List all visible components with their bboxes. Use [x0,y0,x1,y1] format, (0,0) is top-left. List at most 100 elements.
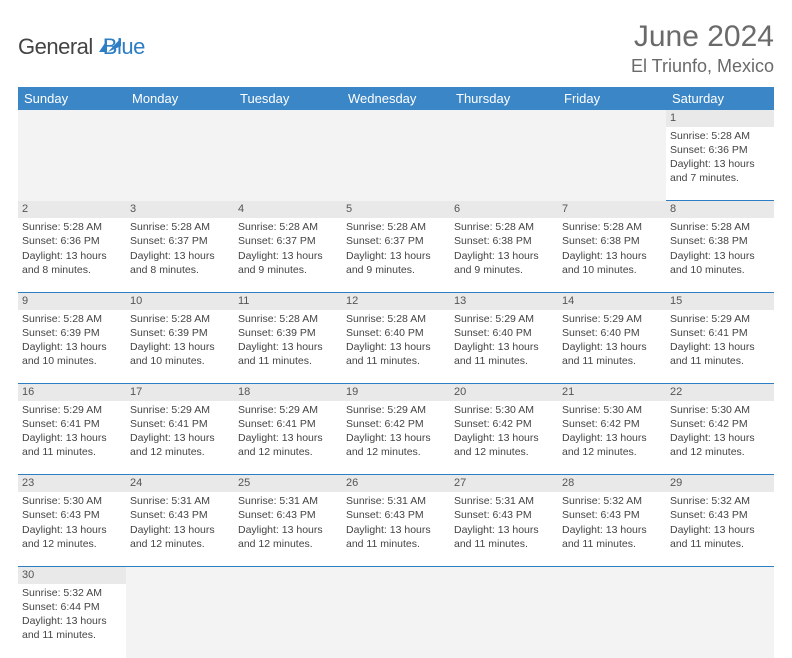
sunrise-text: Sunrise: 5:29 AM [454,312,554,326]
sunset-text: Sunset: 6:38 PM [454,234,554,248]
page-title: June 2024 [631,20,774,54]
sunset-text: Sunset: 6:43 PM [22,508,122,522]
sunrise-text: Sunrise: 5:31 AM [454,494,554,508]
day-number-cell: 20 [450,384,558,401]
day-number-cell: 27 [450,475,558,492]
sunrise-text: Sunrise: 5:28 AM [22,312,122,326]
day-number-cell: 8 [666,201,774,218]
day-cell [126,584,234,658]
day-cell: Sunrise: 5:30 AMSunset: 6:42 PMDaylight:… [666,401,774,475]
day-content-row: Sunrise: 5:29 AMSunset: 6:41 PMDaylight:… [18,401,774,475]
day-number-cell: 21 [558,384,666,401]
daylight-text-1: Daylight: 13 hours [22,249,122,263]
daylight-text-2: and 11 minutes. [22,445,122,459]
day-cell: Sunrise: 5:28 AMSunset: 6:38 PMDaylight:… [450,218,558,292]
day-number-cell: 13 [450,292,558,309]
day-cell: Sunrise: 5:32 AMSunset: 6:43 PMDaylight:… [558,492,666,566]
day-cell: Sunrise: 5:31 AMSunset: 6:43 PMDaylight:… [126,492,234,566]
weekday-header: Monday [126,87,234,110]
daylight-text-2: and 11 minutes. [670,354,770,368]
daylight-text-2: and 11 minutes. [346,354,446,368]
daylight-text-2: and 12 minutes. [130,537,230,551]
sunrise-text: Sunrise: 5:32 AM [562,494,662,508]
daylight-text-1: Daylight: 13 hours [238,340,338,354]
day-cell: Sunrise: 5:30 AMSunset: 6:43 PMDaylight:… [18,492,126,566]
day-number-cell: 16 [18,384,126,401]
sunrise-text: Sunrise: 5:28 AM [454,220,554,234]
sunrise-text: Sunrise: 5:32 AM [670,494,770,508]
day-number-cell: 1 [666,110,774,127]
daylight-text-2: and 10 minutes. [22,354,122,368]
sunrise-text: Sunrise: 5:30 AM [22,494,122,508]
daylight-text-1: Daylight: 13 hours [22,431,122,445]
sunset-text: Sunset: 6:40 PM [454,326,554,340]
day-number-cell: 25 [234,475,342,492]
daynum-row: 30 [18,566,774,583]
daylight-text-2: and 12 minutes. [22,537,122,551]
day-number-cell: 30 [18,566,126,583]
title-block: June 2024 El Triunfo, Mexico [631,20,774,77]
daylight-text-1: Daylight: 13 hours [562,249,662,263]
day-number-cell: 6 [450,201,558,218]
day-cell [342,584,450,658]
day-cell: Sunrise: 5:28 AMSunset: 6:40 PMDaylight:… [342,310,450,384]
daylight-text-1: Daylight: 13 hours [562,431,662,445]
daynum-row: 23242526272829 [18,475,774,492]
sunrise-text: Sunrise: 5:30 AM [562,403,662,417]
day-content-row: Sunrise: 5:30 AMSunset: 6:43 PMDaylight:… [18,492,774,566]
sunrise-text: Sunrise: 5:29 AM [22,403,122,417]
day-number-cell [450,110,558,127]
day-cell [234,127,342,201]
day-number-cell: 11 [234,292,342,309]
day-cell: Sunrise: 5:29 AMSunset: 6:41 PMDaylight:… [126,401,234,475]
sunrise-text: Sunrise: 5:29 AM [346,403,446,417]
logo-text-1: General [18,34,93,60]
daylight-text-1: Daylight: 13 hours [346,340,446,354]
daylight-text-2: and 12 minutes. [238,537,338,551]
sunrise-text: Sunrise: 5:29 AM [238,403,338,417]
daylight-text-1: Daylight: 13 hours [346,431,446,445]
day-cell [234,584,342,658]
daylight-text-2: and 11 minutes. [454,537,554,551]
daylight-text-1: Daylight: 13 hours [670,157,770,171]
day-cell: Sunrise: 5:28 AMSunset: 6:37 PMDaylight:… [342,218,450,292]
day-number-cell: 23 [18,475,126,492]
sunset-text: Sunset: 6:43 PM [346,508,446,522]
day-cell: Sunrise: 5:32 AMSunset: 6:43 PMDaylight:… [666,492,774,566]
sunset-text: Sunset: 6:41 PM [238,417,338,431]
daylight-text-2: and 11 minutes. [238,354,338,368]
day-number-cell [342,110,450,127]
sunset-text: Sunset: 6:37 PM [346,234,446,248]
sunrise-text: Sunrise: 5:28 AM [238,312,338,326]
day-cell: Sunrise: 5:29 AMSunset: 6:41 PMDaylight:… [234,401,342,475]
sunrise-text: Sunrise: 5:30 AM [670,403,770,417]
day-content-row: Sunrise: 5:28 AMSunset: 6:36 PMDaylight:… [18,218,774,292]
daynum-row: 16171819202122 [18,384,774,401]
sunset-text: Sunset: 6:39 PM [22,326,122,340]
day-number-cell [18,110,126,127]
day-number-cell: 24 [126,475,234,492]
header: General Blue June 2024 El Triunfo, Mexic… [18,20,774,77]
daylight-text-2: and 9 minutes. [346,263,446,277]
day-number-cell: 28 [558,475,666,492]
sunset-text: Sunset: 6:38 PM [562,234,662,248]
sunset-text: Sunset: 6:42 PM [562,417,662,431]
daylight-text-2: and 8 minutes. [22,263,122,277]
sunset-text: Sunset: 6:41 PM [670,326,770,340]
sunset-text: Sunset: 6:42 PM [670,417,770,431]
weekday-header: Tuesday [234,87,342,110]
day-content-row: Sunrise: 5:32 AMSunset: 6:44 PMDaylight:… [18,584,774,658]
sunset-text: Sunset: 6:36 PM [22,234,122,248]
sunset-text: Sunset: 6:43 PM [238,508,338,522]
daylight-text-2: and 12 minutes. [670,445,770,459]
daynum-row: 2345678 [18,201,774,218]
daylight-text-2: and 12 minutes. [238,445,338,459]
day-number-cell [126,566,234,583]
daylight-text-1: Daylight: 13 hours [454,431,554,445]
day-number-cell: 14 [558,292,666,309]
day-cell: Sunrise: 5:29 AMSunset: 6:41 PMDaylight:… [18,401,126,475]
daylight-text-1: Daylight: 13 hours [670,249,770,263]
location: El Triunfo, Mexico [631,56,774,77]
day-cell [558,584,666,658]
day-cell: Sunrise: 5:28 AMSunset: 6:39 PMDaylight:… [18,310,126,384]
